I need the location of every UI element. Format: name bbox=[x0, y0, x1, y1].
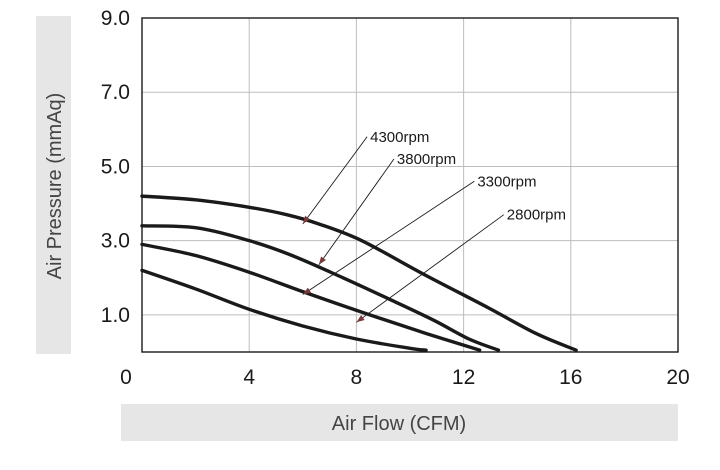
curve-annotations: 4300rpm 3800rpm 3300rpm 2800rpm bbox=[302, 129, 566, 323]
x-axis-title-band bbox=[121, 404, 678, 441]
annotation-label-2800rpm: 2800rpm bbox=[507, 207, 566, 224]
y-tick-label-9-0: 9.0 bbox=[101, 7, 130, 30]
x-tick-labels: 0 4 8 12 16 20 bbox=[120, 366, 690, 389]
annotation-leader-2800rpm bbox=[356, 214, 505, 323]
y-tick-labels: 1.0 3.0 5.0 7.0 9.0 bbox=[101, 7, 130, 327]
series-line-2800rpm bbox=[140, 268, 428, 352]
annotation-label-4300rpm: 4300rpm bbox=[370, 129, 429, 146]
series-line-3300rpm bbox=[140, 242, 482, 352]
plot-frame bbox=[141, 17, 679, 353]
y-axis-title: Air Pressure (mmAq) bbox=[44, 93, 66, 280]
annotation-arrowhead-4300rpm bbox=[302, 215, 310, 224]
y-axis-title-band bbox=[36, 16, 71, 354]
annotation-label-3800rpm: 3800rpm bbox=[397, 151, 456, 168]
x-tick-label-0: 0 bbox=[120, 366, 132, 389]
y-tick-label-1-0: 1.0 bbox=[101, 304, 130, 327]
annotation-leader-3800rpm bbox=[318, 158, 395, 266]
annotation-arrowhead-3800rpm bbox=[318, 256, 326, 265]
x-tick-label-12: 12 bbox=[452, 366, 475, 389]
x-axis-title: Air Flow (CFM) bbox=[332, 413, 466, 435]
annotation-arrowhead-2800rpm bbox=[356, 315, 365, 323]
annotation-leader-3300rpm bbox=[302, 180, 475, 295]
annotation-leader-4300rpm bbox=[302, 136, 368, 225]
series-line-3800rpm bbox=[140, 224, 501, 352]
series-line-4300rpm bbox=[140, 194, 578, 352]
y-tick-label-5-0: 5.0 bbox=[101, 155, 130, 178]
annotation-label-3300rpm: 3300rpm bbox=[477, 173, 536, 190]
annotation-arrowhead-3300rpm bbox=[302, 287, 312, 295]
x-tick-label-4: 4 bbox=[243, 366, 255, 389]
x-tick-label-16: 16 bbox=[559, 366, 582, 389]
x-tick-label-20: 20 bbox=[666, 366, 689, 389]
x-tick-label-8: 8 bbox=[351, 366, 363, 389]
y-tick-label-3-0: 3.0 bbox=[101, 230, 130, 253]
y-tick-label-7-0: 7.0 bbox=[101, 81, 130, 104]
grid bbox=[142, 18, 678, 352]
